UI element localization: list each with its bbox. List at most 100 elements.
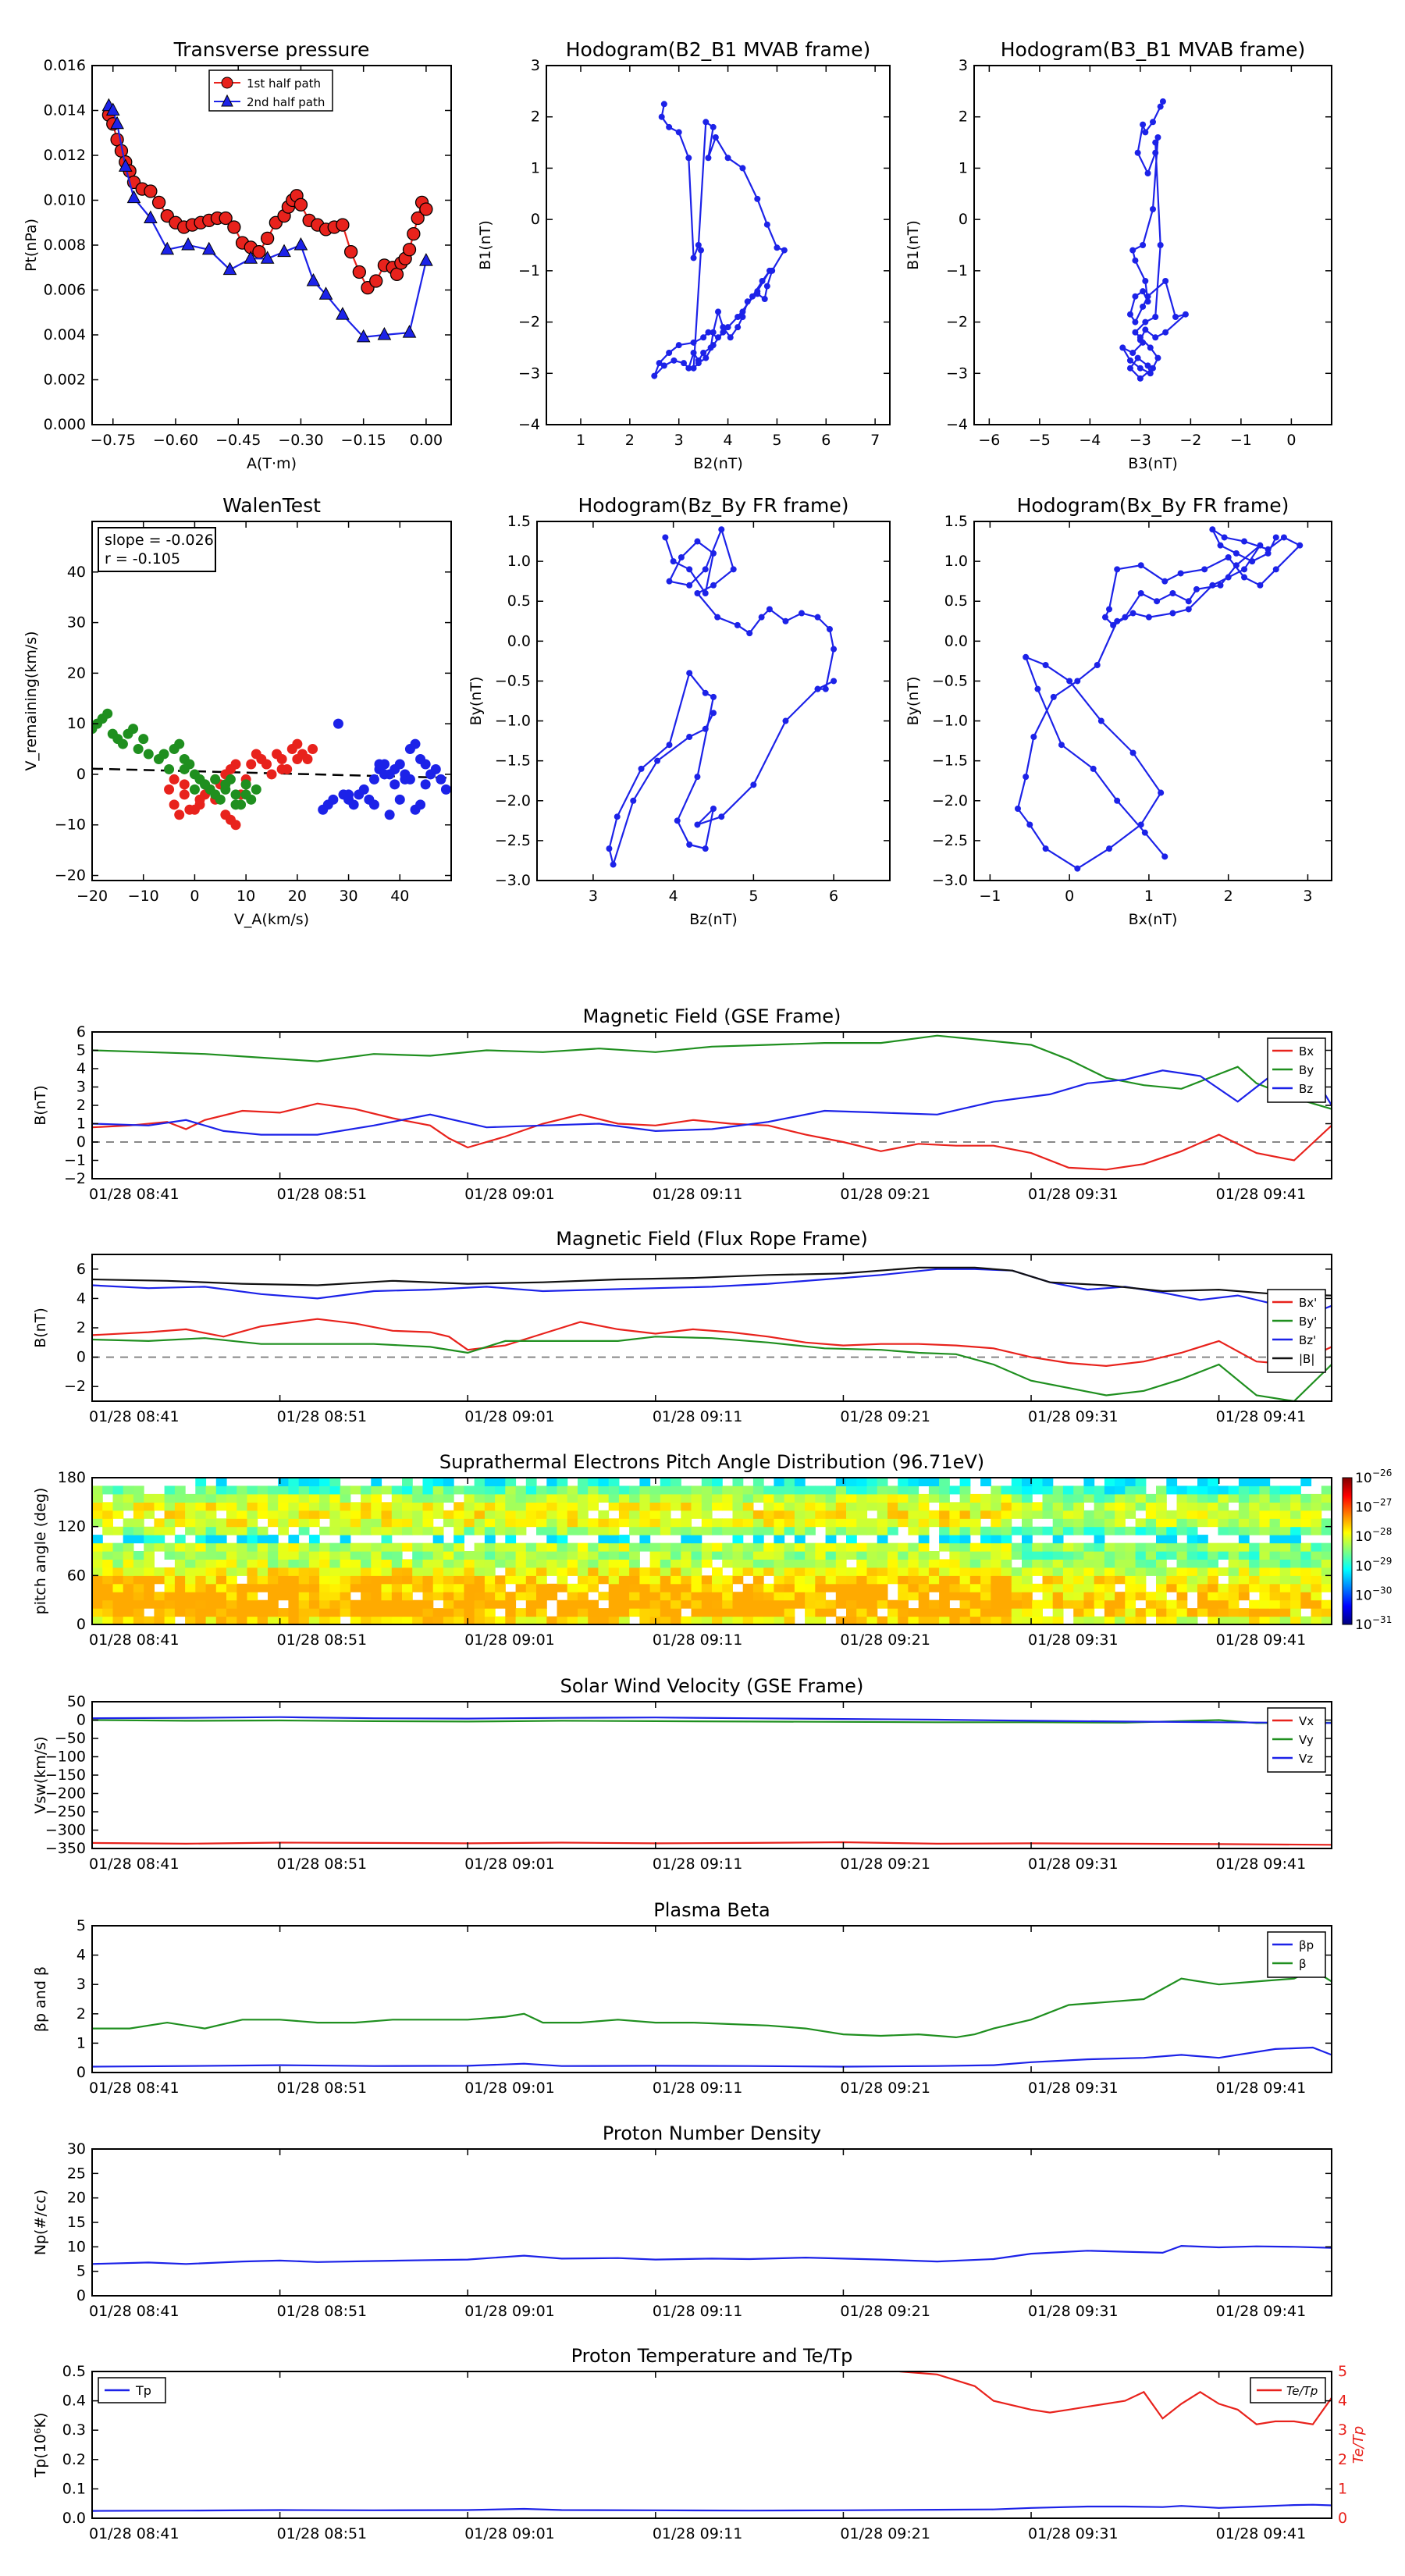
heatmap-cell — [505, 1599, 517, 1609]
heatmap-cell — [536, 1493, 547, 1503]
heatmap-cell — [474, 1493, 486, 1503]
heatmap-cell — [402, 1559, 413, 1568]
heatmap-cell — [422, 1551, 434, 1560]
heatmap-cell — [402, 1599, 413, 1609]
annotation-line: slope = -0.026 — [105, 532, 214, 549]
heatmap-cell — [381, 1542, 393, 1552]
heatmap-cell — [495, 1592, 506, 1601]
data-point — [1023, 653, 1030, 660]
heatmap-cell — [123, 1608, 134, 1617]
heatmap-cell — [1218, 1502, 1229, 1511]
heatmap-cell — [1290, 1559, 1301, 1568]
heatmap-cell — [949, 1567, 961, 1576]
heatmap-cell — [722, 1583, 733, 1592]
heatmap-cell — [1125, 1542, 1136, 1552]
heatmap-cell — [1022, 1551, 1033, 1560]
heatmap-cell — [1052, 1493, 1064, 1503]
x-tick-label: 0.00 — [410, 432, 443, 449]
heatmap-cell — [846, 1592, 857, 1601]
heatmap-cell — [557, 1526, 568, 1535]
plot-frame — [536, 521, 891, 881]
heatmap-cell — [588, 1567, 599, 1576]
data-point — [144, 184, 158, 198]
heatmap-cell — [1156, 1575, 1167, 1585]
heatmap-cell — [174, 1518, 186, 1528]
heatmap-cell — [649, 1551, 661, 1560]
heatmap-cell — [1073, 1551, 1084, 1560]
data-point — [343, 789, 354, 800]
heatmap-cell — [123, 1535, 134, 1544]
heatmap-cell — [670, 1567, 681, 1576]
heatmap-cell — [681, 1583, 692, 1592]
heatmap-cell — [1228, 1599, 1240, 1609]
heatmap-cell — [1311, 1551, 1322, 1560]
heatmap-cell — [1156, 1567, 1167, 1576]
heatmap-cells — [92, 1478, 1332, 1624]
heatmap-cell — [525, 1542, 537, 1552]
heatmap-cell — [422, 1478, 434, 1486]
heatmap-cell — [1135, 1583, 1147, 1592]
heatmap-cell — [164, 1608, 176, 1617]
heatmap-cell — [164, 1518, 176, 1528]
heatmap-cell — [1321, 1583, 1332, 1592]
heatmap-cell — [154, 1592, 165, 1601]
heatmap-cell — [495, 1502, 506, 1511]
heatmap-cell — [1208, 1502, 1218, 1511]
heatmap-cell — [1001, 1551, 1012, 1560]
heatmap-cell — [361, 1583, 372, 1592]
heatmap-cell — [174, 1592, 186, 1601]
heatmap-cell — [866, 1542, 878, 1552]
heatmap-cell — [1166, 1542, 1178, 1552]
heatmap-cell — [763, 1583, 774, 1592]
data-point — [1137, 590, 1144, 596]
y-axis-label: V_remaining(km/s) — [23, 631, 40, 770]
heatmap-cell — [959, 1542, 971, 1552]
heatmap-cell — [154, 1518, 165, 1528]
data-point — [724, 155, 731, 162]
heatmap-cell — [329, 1551, 341, 1560]
heatmap-cell — [660, 1493, 671, 1503]
heatmap-cell — [670, 1542, 681, 1552]
x-tick-label: 5 — [749, 888, 758, 905]
heatmap-cell — [454, 1599, 464, 1609]
data-point — [1140, 242, 1147, 248]
heatmap-cell — [515, 1510, 527, 1519]
heatmap-cell — [649, 1518, 661, 1528]
heatmap-cell — [805, 1485, 816, 1495]
heatmap-cell — [515, 1493, 527, 1503]
heatmap-cell — [164, 1616, 176, 1624]
heatmap-cell — [732, 1510, 744, 1519]
heatmap-cell — [918, 1478, 930, 1486]
heatmap-cell — [1156, 1608, 1167, 1617]
heatmap-cell — [1218, 1616, 1229, 1624]
y-tick-label: 120 — [58, 1518, 86, 1535]
heatmap-cell — [763, 1518, 774, 1528]
heatmap-cell — [546, 1485, 558, 1495]
heatmap-cell — [278, 1502, 289, 1511]
heatmap-cell — [1001, 1493, 1012, 1503]
heatmap-cell — [174, 1608, 186, 1617]
heatmap-cell — [515, 1559, 527, 1568]
heatmap-cell — [381, 1526, 393, 1535]
data-point — [1162, 278, 1169, 284]
heatmap-cell — [557, 1493, 568, 1503]
data-point — [436, 774, 446, 785]
data-point — [822, 685, 829, 692]
heatmap-cell — [237, 1535, 248, 1544]
heatmap-cell — [918, 1559, 930, 1568]
heatmap-cell — [381, 1599, 393, 1609]
heatmap-cell — [1249, 1616, 1260, 1624]
heatmap-cell — [1042, 1616, 1054, 1624]
heatmap-cell — [422, 1559, 434, 1568]
data-point — [761, 296, 768, 302]
x-tick-label: 01/28 09:11 — [653, 1408, 743, 1425]
heatmap-cell — [1042, 1485, 1054, 1495]
series-0 — [651, 101, 788, 379]
heatmap-cell — [1290, 1535, 1301, 1544]
heatmap-cell — [515, 1551, 527, 1560]
series--b- — [92, 1266, 1332, 1297]
heatmap-cell — [598, 1616, 610, 1624]
heatmap-cell — [578, 1510, 589, 1519]
heatmap-cell — [92, 1542, 103, 1552]
heatmap-cell — [495, 1526, 506, 1535]
